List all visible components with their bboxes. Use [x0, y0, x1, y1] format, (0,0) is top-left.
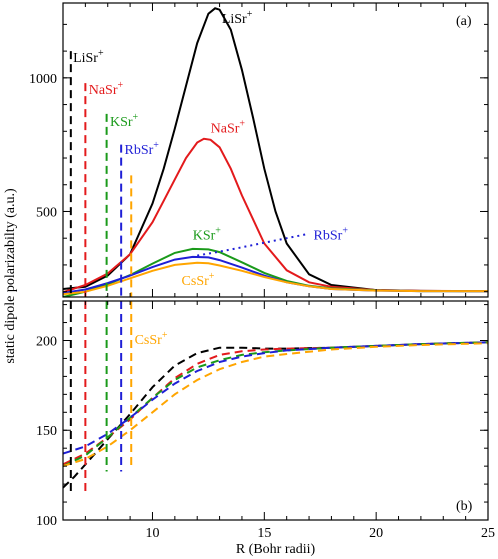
- label-ksr: KSr+: [193, 226, 222, 244]
- label-cssr: CsSr+: [182, 271, 215, 289]
- label-nasr: NaSr+: [89, 80, 124, 98]
- panel-a-tag: (a): [456, 14, 472, 29]
- panel-b-frame: [62, 300, 489, 521]
- panel-a: 500 1000 LiSr+ NaSr+ KSr+ RbSr+ LiSr+ NaSr+ KSr…: [29, 2, 489, 298]
- series-cssr-dashed: [63, 342, 488, 468]
- series-ksr-dashed: [63, 341, 488, 468]
- series-rbsr-solid: [63, 255, 488, 294]
- x-tick-label: 20: [369, 526, 383, 541]
- series-rbsr-dotted: [197, 232, 310, 257]
- label-nasr: NaSr+: [211, 119, 246, 137]
- y-tick-label: 150: [36, 424, 57, 439]
- label-ksr: KSr+: [110, 112, 139, 130]
- label-rbsr: RbSr+: [314, 226, 349, 244]
- label-lisr: LiSr+: [222, 9, 253, 27]
- panel-a-frame: [62, 2, 489, 298]
- series-nasr-solid: [63, 137, 488, 294]
- series-rbsr-dashed: [63, 341, 488, 455]
- x-tick-label: 15: [257, 526, 271, 541]
- y-tick-label: 100: [36, 514, 57, 529]
- y-tick-label: 500: [36, 205, 57, 220]
- label-lisr: LiSr+: [73, 48, 104, 66]
- series-lisr-dashed: [63, 341, 488, 489]
- label-cssr: CsSr+: [135, 330, 168, 348]
- series-nasr-dashed: [63, 341, 488, 466]
- panel-b-tag: (b): [456, 499, 473, 514]
- series-cssr-solid: [63, 261, 488, 296]
- label-rbsr: RbSr+: [125, 140, 160, 158]
- y-tick-label: 1000: [29, 72, 57, 87]
- panel-b: 100 150 200 10 15 20 25 CsSr+ (b): [36, 300, 495, 541]
- x-tick-label: 10: [145, 526, 159, 541]
- y-axis-label: static dipole polarizabilty (a.u.): [3, 188, 18, 364]
- y-tick-label: 200: [36, 334, 57, 349]
- x-tick-label: 25: [481, 526, 495, 541]
- x-axis-label: R (Bohr radii): [236, 542, 316, 557]
- series-lisr-solid: [63, 7, 488, 293]
